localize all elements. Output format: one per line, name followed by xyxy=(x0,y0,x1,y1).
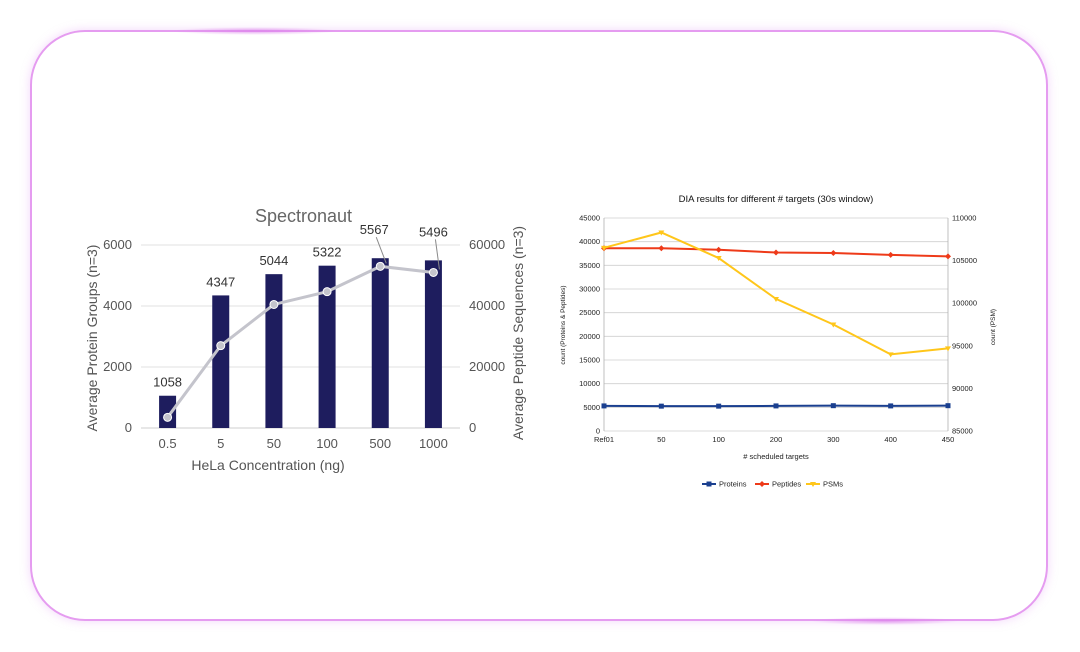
proteins-marker xyxy=(830,403,836,409)
bar xyxy=(318,265,336,428)
y-tick-label: 2000 xyxy=(103,359,132,374)
peptides-marker xyxy=(945,253,951,260)
y-tick-label: 0 xyxy=(596,427,600,436)
bar-value-label: 5567 xyxy=(360,222,389,237)
rounded-frame xyxy=(30,30,1048,621)
proteins-marker xyxy=(888,403,894,409)
y-tick-label: 10000 xyxy=(579,379,600,388)
x-axis-title: HeLa Concentration (ng) xyxy=(191,457,344,473)
chart-title: Spectronaut xyxy=(255,206,352,226)
chart-title: DIA results for different # targets (30s… xyxy=(679,194,874,205)
y-axis-title: Average Protein Groups (n=3) xyxy=(84,245,100,432)
x-tick-label: 1000 xyxy=(419,436,448,451)
leader-line xyxy=(434,239,440,270)
y-tick-label: 0 xyxy=(125,420,132,435)
legend-marker xyxy=(759,481,765,487)
bar-value-label: 5322 xyxy=(313,245,342,260)
bar xyxy=(371,258,389,428)
legend-label: PSMs xyxy=(823,480,843,489)
peptide-point xyxy=(216,341,226,351)
x-tick-label: 50 xyxy=(267,436,281,451)
frame-glow-top xyxy=(170,27,340,35)
y2-tick-label: 0 xyxy=(469,420,476,435)
psms-marker xyxy=(945,346,951,352)
y2-tick-label: 110000 xyxy=(952,214,976,223)
y2-axis-title: count (PSM) xyxy=(990,309,997,345)
y-tick-label: 40000 xyxy=(579,237,600,246)
y2-axis-title: Average Peptide Sequences (n=3) xyxy=(510,226,526,440)
peptide-line xyxy=(166,264,434,419)
peptides-marker xyxy=(773,249,779,256)
peptide-point xyxy=(269,299,279,309)
legend-marker xyxy=(810,482,816,487)
y2-tick-label: 105000 xyxy=(952,256,977,265)
y-tick-label: 30000 xyxy=(579,285,600,294)
peptide-point xyxy=(428,267,438,277)
y-tick-label: 35000 xyxy=(579,261,600,270)
x-tick-label: 450 xyxy=(942,435,955,444)
x-tick-label: 5 xyxy=(217,436,224,451)
frame-glow-bottom xyxy=(810,617,960,625)
legend-label: Proteins xyxy=(719,480,747,489)
leader-line xyxy=(375,237,387,264)
legend-marker xyxy=(706,481,712,487)
proteins-marker xyxy=(773,403,779,409)
y2-tick-label: 40000 xyxy=(469,298,505,313)
x-tick-label: 100 xyxy=(712,435,725,444)
peptides-marker xyxy=(715,246,722,253)
peptide-point xyxy=(322,287,332,297)
x-tick-label: 50 xyxy=(657,435,665,444)
peptide-point xyxy=(163,412,173,422)
x-tick-label: 200 xyxy=(770,435,783,444)
bar-value-label: 5044 xyxy=(259,253,288,268)
bar-value-label: 1058 xyxy=(153,375,182,390)
x-tick-label: 500 xyxy=(369,436,391,451)
legend-label: Peptides xyxy=(772,480,801,489)
y2-tick-label: 95000 xyxy=(952,341,973,350)
y-tick-label: 25000 xyxy=(579,308,600,317)
y-tick-label: 6000 xyxy=(103,237,132,252)
psms-marker xyxy=(887,352,894,358)
psms-marker xyxy=(773,296,779,302)
y-tick-label: 5000 xyxy=(583,403,600,412)
x-axis-title: # scheduled targets xyxy=(743,452,809,461)
y2-tick-label: 85000 xyxy=(952,427,973,436)
bar-value-label: 4347 xyxy=(206,274,235,289)
proteins-marker xyxy=(716,403,722,409)
psms-marker xyxy=(601,245,607,251)
x-tick-label: 300 xyxy=(827,435,840,444)
psms-marker xyxy=(715,256,722,262)
y-tick-label: 45000 xyxy=(579,214,600,223)
y2-tick-label: 100000 xyxy=(952,299,977,308)
y-axis-title: count (Proteins & Peptides) xyxy=(560,285,567,364)
bar-value-label: 5496 xyxy=(419,224,448,239)
psms-marker xyxy=(830,322,837,328)
y2-tick-label: 20000 xyxy=(469,359,505,374)
bar xyxy=(159,395,177,428)
bar xyxy=(212,295,230,428)
y2-tick-label: 60000 xyxy=(469,237,505,252)
x-tick-label: 0.5 xyxy=(159,436,177,451)
y-tick-label: 20000 xyxy=(579,332,600,341)
y2-tick-label: 90000 xyxy=(952,384,973,393)
peptides-marker xyxy=(658,245,665,252)
x-tick-label: 100 xyxy=(316,436,338,451)
proteins-marker xyxy=(601,403,607,409)
proteins-marker xyxy=(658,403,664,409)
x-tick-label: 400 xyxy=(884,435,897,444)
psms-marker xyxy=(658,230,665,236)
bar xyxy=(424,260,442,428)
y-tick-label: 4000 xyxy=(103,298,132,313)
x-tick-label: Ref01 xyxy=(594,435,614,444)
bar xyxy=(265,274,283,428)
peptides-marker xyxy=(887,251,894,258)
y-tick-label: 15000 xyxy=(579,356,600,365)
peptide-point xyxy=(375,261,385,271)
peptides-marker xyxy=(830,250,837,257)
proteins-marker xyxy=(945,403,951,409)
